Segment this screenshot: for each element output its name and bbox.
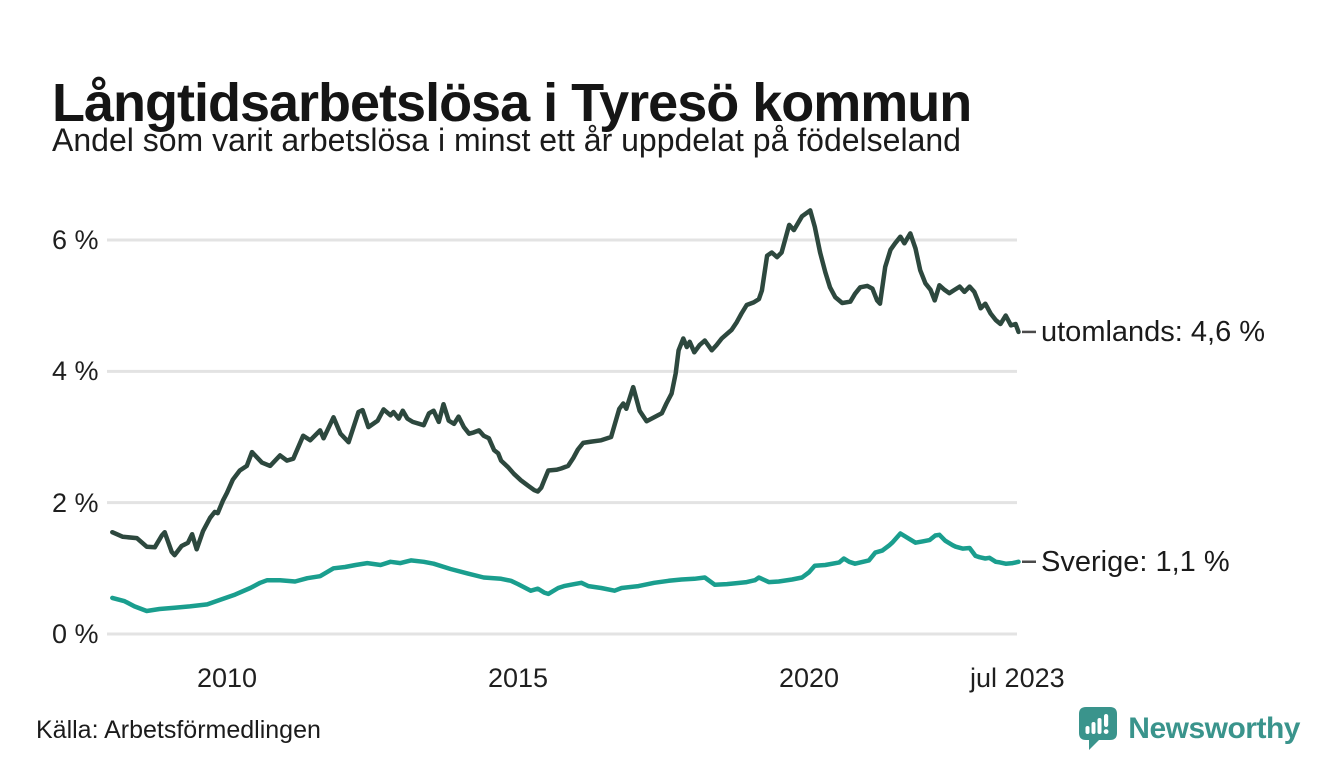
series-end-label-utomlands: utomlands: 4,6 % — [1041, 315, 1266, 348]
series-line-utomlands — [110, 208, 1021, 558]
y-tick-label-0: 0 % — [52, 619, 99, 649]
brand-name: Newsworthy — [1128, 712, 1300, 745]
page-title: Långtidsarbetslösa i Tyresö kommun — [52, 73, 972, 134]
logo-bar-1 — [1085, 726, 1090, 734]
source-note: Källa: Arbetsförmedlingen — [36, 716, 321, 744]
logo-bar-3 — [1097, 718, 1102, 734]
x-tick-label-jul-2023: jul 2023 — [970, 663, 1065, 693]
logo-bar-2 — [1091, 722, 1096, 734]
chart-subtitle: Andel som varit arbetslösa i minst ett å… — [52, 122, 961, 158]
x-tick-label-2010: 2010 — [196, 663, 258, 693]
x-tick-label-2015: 2015 — [487, 663, 549, 693]
x-tick-label-2020: 2020 — [778, 663, 840, 693]
newsworthy-logo[interactable]: Newsworthy — [1078, 706, 1300, 752]
y-tick-label-2: 2 % — [52, 487, 99, 518]
y-tick-label-6: 6 % — [52, 224, 99, 255]
logo-exclamation-dot — [1103, 729, 1109, 734]
newsworthy-pin-icon — [1079, 707, 1118, 750]
y-tick-label-4: 4 % — [52, 356, 99, 387]
series-line-sverige — [110, 531, 1021, 614]
series-end-label-sverige: Sverige: 1,1 % — [1041, 545, 1230, 578]
logo-exclamation-bar — [1104, 714, 1109, 727]
